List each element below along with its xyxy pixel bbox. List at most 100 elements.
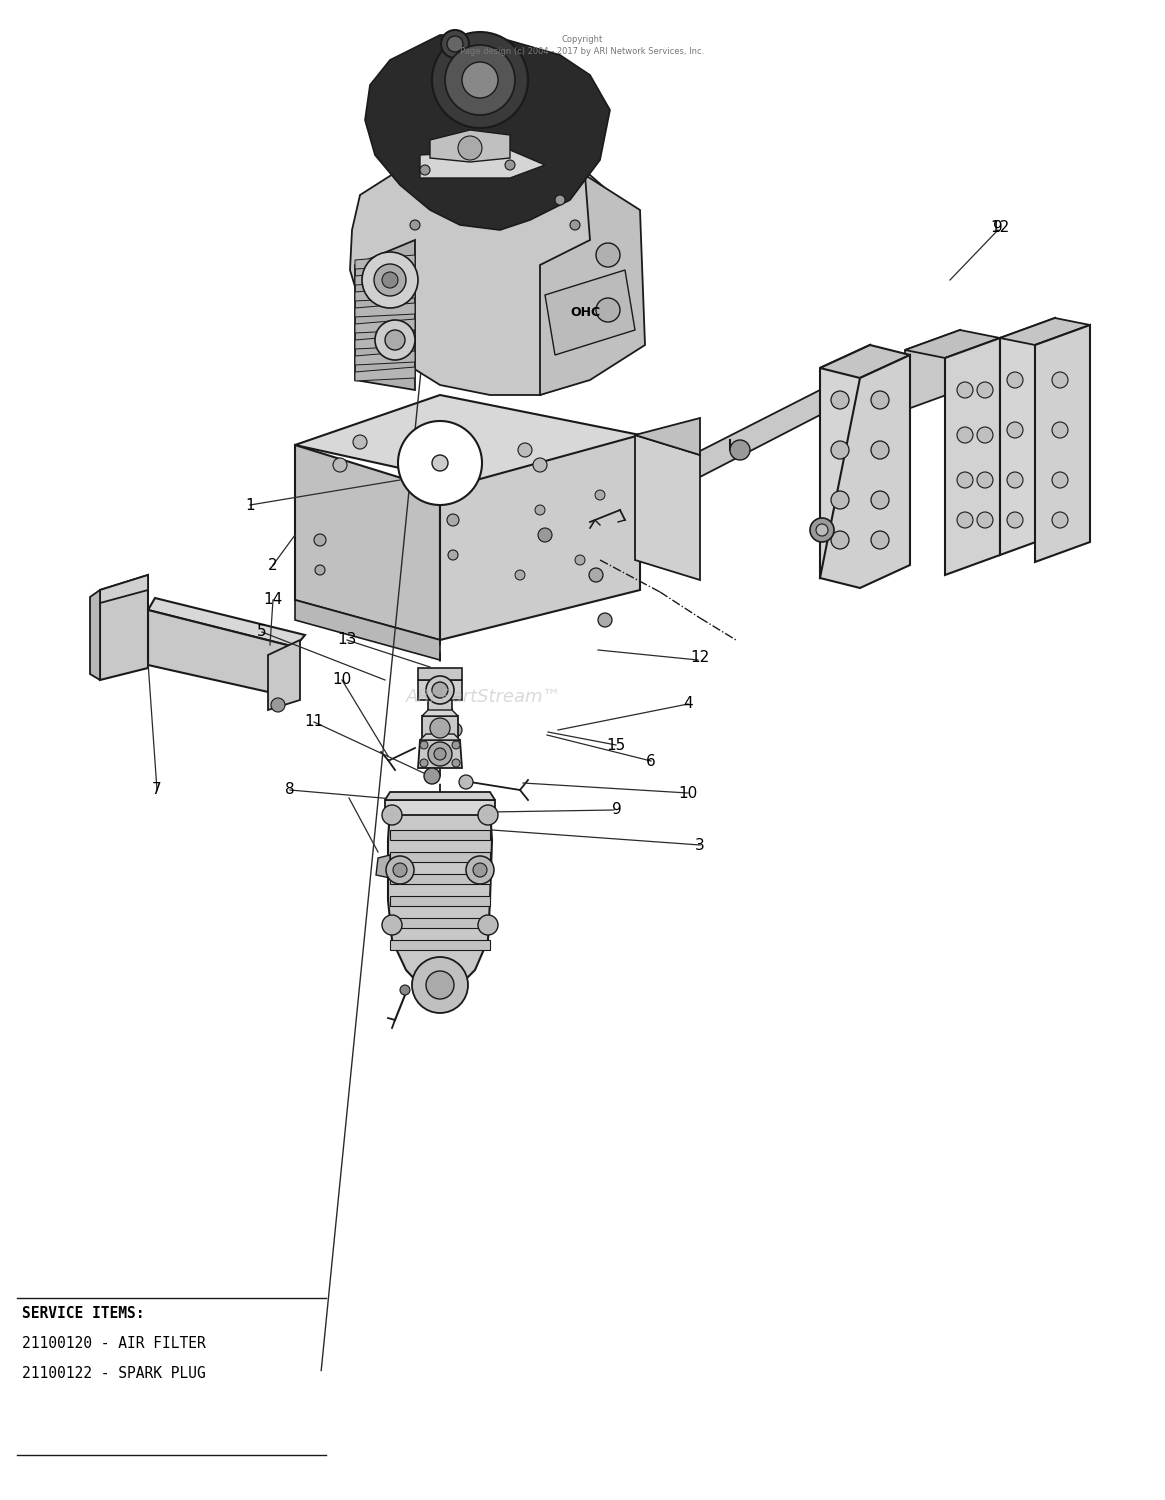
Text: 21100122 - SPARK PLUG: 21100122 - SPARK PLUG	[22, 1365, 206, 1380]
Circle shape	[424, 768, 440, 784]
Polygon shape	[388, 810, 492, 990]
Text: 9: 9	[993, 220, 1003, 236]
Circle shape	[831, 531, 849, 549]
Circle shape	[871, 531, 889, 549]
Text: 2: 2	[268, 558, 277, 573]
Polygon shape	[355, 240, 415, 390]
Circle shape	[374, 264, 405, 296]
Circle shape	[1007, 512, 1023, 528]
Polygon shape	[148, 598, 305, 646]
Text: 3: 3	[696, 837, 705, 852]
Circle shape	[555, 195, 565, 206]
Circle shape	[412, 957, 468, 1012]
Polygon shape	[422, 710, 458, 716]
Circle shape	[435, 748, 446, 760]
Polygon shape	[355, 286, 415, 302]
Polygon shape	[355, 255, 415, 268]
Text: 10: 10	[332, 672, 352, 687]
Circle shape	[538, 528, 552, 542]
Circle shape	[1007, 472, 1023, 488]
Text: OHC: OHC	[570, 306, 600, 318]
Text: 1: 1	[245, 498, 255, 513]
Circle shape	[382, 806, 402, 825]
Circle shape	[421, 741, 428, 748]
Polygon shape	[820, 345, 910, 378]
Circle shape	[400, 986, 410, 994]
Polygon shape	[418, 680, 463, 700]
Circle shape	[421, 165, 430, 176]
Circle shape	[466, 856, 494, 883]
Polygon shape	[820, 345, 870, 578]
Circle shape	[1052, 512, 1068, 528]
Circle shape	[386, 856, 414, 883]
Circle shape	[534, 458, 548, 472]
Polygon shape	[295, 394, 640, 490]
Circle shape	[463, 62, 497, 98]
Circle shape	[977, 512, 993, 528]
Polygon shape	[421, 150, 545, 178]
Polygon shape	[355, 334, 415, 350]
Polygon shape	[390, 830, 490, 840]
Circle shape	[816, 524, 828, 536]
Polygon shape	[440, 435, 640, 640]
Circle shape	[452, 759, 460, 766]
Text: 12: 12	[990, 220, 1010, 236]
Text: 21100120 - AIR FILTER: 21100120 - AIR FILTER	[22, 1335, 206, 1350]
Polygon shape	[390, 874, 490, 884]
Polygon shape	[421, 734, 460, 740]
Text: Copyright: Copyright	[562, 36, 603, 45]
Circle shape	[977, 427, 993, 442]
Polygon shape	[635, 435, 700, 580]
Circle shape	[1007, 372, 1023, 388]
Circle shape	[398, 422, 482, 506]
Circle shape	[315, 566, 325, 574]
Text: 12: 12	[691, 651, 709, 666]
Polygon shape	[545, 270, 635, 356]
Polygon shape	[148, 610, 295, 698]
Polygon shape	[1000, 318, 1090, 345]
Circle shape	[426, 676, 454, 703]
Text: 6: 6	[647, 753, 656, 768]
Circle shape	[956, 427, 973, 442]
Circle shape	[458, 136, 482, 160]
Circle shape	[382, 915, 402, 934]
Polygon shape	[428, 700, 452, 715]
Polygon shape	[418, 740, 463, 768]
Circle shape	[432, 682, 449, 698]
Circle shape	[459, 776, 473, 789]
Polygon shape	[945, 338, 1000, 574]
Text: 7: 7	[153, 783, 162, 798]
Text: 14: 14	[263, 592, 283, 608]
Circle shape	[1052, 372, 1068, 388]
Circle shape	[977, 382, 993, 398]
Circle shape	[271, 698, 285, 712]
Circle shape	[831, 392, 849, 410]
Circle shape	[956, 472, 973, 488]
Circle shape	[595, 490, 605, 500]
Polygon shape	[820, 356, 910, 588]
Text: 9: 9	[612, 802, 622, 818]
Circle shape	[871, 392, 889, 410]
Polygon shape	[541, 176, 645, 394]
Circle shape	[432, 32, 528, 128]
Circle shape	[956, 382, 973, 398]
Polygon shape	[355, 272, 415, 285]
Circle shape	[449, 550, 458, 560]
Circle shape	[430, 718, 450, 738]
Polygon shape	[355, 303, 415, 316]
Polygon shape	[355, 320, 415, 333]
Polygon shape	[376, 855, 390, 877]
Polygon shape	[295, 600, 440, 660]
Text: Page design (c) 2004 - 2017 by ARI Network Services, Inc.: Page design (c) 2004 - 2017 by ARI Netwo…	[460, 48, 705, 57]
Circle shape	[596, 298, 620, 322]
Polygon shape	[418, 668, 463, 680]
Circle shape	[315, 534, 326, 546]
Polygon shape	[295, 446, 440, 640]
Circle shape	[362, 252, 418, 308]
Polygon shape	[430, 130, 510, 162]
Circle shape	[449, 723, 463, 736]
Polygon shape	[100, 574, 148, 603]
Circle shape	[375, 320, 415, 360]
Circle shape	[570, 220, 580, 230]
Polygon shape	[90, 590, 100, 680]
